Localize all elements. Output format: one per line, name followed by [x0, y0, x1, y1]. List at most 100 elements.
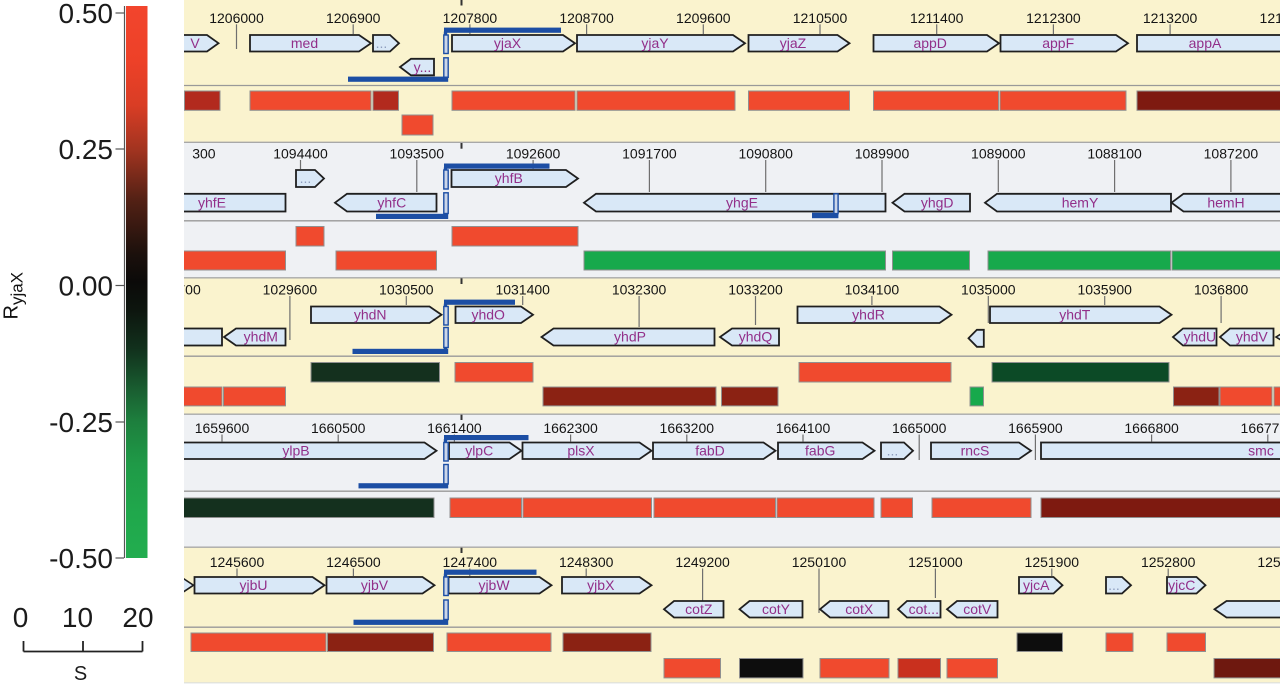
svg-text:yjaY: yjaY	[641, 35, 669, 51]
svg-text:1661400: 1661400	[427, 420, 482, 436]
svg-text:1667700: 1667700	[1241, 420, 1280, 436]
svg-text:1660500: 1660500	[311, 420, 366, 436]
svg-text:1666800: 1666800	[1124, 420, 1179, 436]
svg-text:1251000: 1251000	[908, 554, 963, 570]
svg-text:yhgE: yhgE	[726, 194, 758, 210]
svg-text:10: 10	[62, 602, 93, 633]
svg-text:1665900: 1665900	[1008, 420, 1063, 436]
svg-text:1209600: 1209600	[676, 10, 731, 26]
svg-text:fabD: fabD	[695, 442, 725, 458]
svg-text:yhdU: yhdU	[1183, 329, 1216, 345]
svg-text:1092600: 1092600	[506, 146, 561, 162]
svg-text:yhdQ: yhdQ	[739, 329, 773, 345]
svg-text:1245600: 1245600	[210, 554, 265, 570]
svg-text:yhdO: yhdO	[471, 306, 505, 322]
svg-text:-0.50: -0.50	[49, 543, 113, 574]
svg-text:yjaZ: yjaZ	[780, 35, 807, 51]
svg-text:smc: smc	[1248, 442, 1274, 458]
svg-text:20: 20	[122, 602, 153, 633]
svg-text:1088100: 1088100	[1087, 146, 1142, 162]
svg-text:fabG: fabG	[805, 442, 835, 458]
svg-text:cot...: cot...	[909, 601, 939, 617]
svg-text:yhdP: yhdP	[614, 329, 646, 345]
svg-text:ylpC: ylpC	[465, 442, 493, 458]
svg-text:1208700: 1208700	[559, 10, 614, 26]
svg-text:1250100: 1250100	[792, 554, 847, 570]
svg-text:1247400: 1247400	[443, 554, 498, 570]
svg-text:1252800: 1252800	[1141, 554, 1196, 570]
svg-text:1207800: 1207800	[443, 10, 498, 26]
svg-text:0.50: 0.50	[59, 0, 114, 29]
svg-text:1032300: 1032300	[612, 282, 667, 298]
svg-text:S: S	[74, 663, 87, 685]
svg-text:yhdM: yhdM	[244, 329, 278, 345]
svg-text:appA: appA	[1189, 35, 1222, 51]
svg-text:yjaX: yjaX	[494, 35, 522, 51]
svg-text:0.00: 0.00	[59, 271, 114, 302]
svg-text:0: 0	[13, 602, 29, 633]
svg-text:1665000: 1665000	[892, 420, 947, 436]
svg-text:yhgD: yhgD	[921, 194, 954, 210]
svg-text:1206000: 1206000	[209, 10, 264, 26]
svg-text:1029600: 1029600	[263, 282, 318, 298]
svg-text:V: V	[190, 35, 200, 51]
svg-text:cotY: cotY	[762, 601, 791, 617]
svg-text:0.25: 0.25	[59, 134, 114, 165]
svg-text:med: med	[291, 35, 318, 51]
svg-text:1214100: 1214100	[1260, 10, 1280, 26]
svg-text:yjcC: yjcC	[1168, 577, 1195, 593]
svg-text:yhfB: yhfB	[495, 170, 523, 186]
svg-text:cotV: cotV	[963, 601, 992, 617]
svg-text:1251900: 1251900	[1025, 554, 1080, 570]
svg-text:1034100: 1034100	[845, 282, 900, 298]
svg-text:1664100: 1664100	[776, 420, 831, 436]
svg-text:1094400: 1094400	[273, 146, 328, 162]
svg-text:cotX: cotX	[845, 601, 874, 617]
svg-text:yhdT: yhdT	[1059, 306, 1091, 322]
svg-text:1035900: 1035900	[1077, 282, 1132, 298]
svg-text:1248300: 1248300	[559, 554, 614, 570]
svg-text:rncS: rncS	[961, 442, 990, 458]
svg-text:...: ...	[887, 442, 899, 458]
svg-text:1249200: 1249200	[675, 554, 730, 570]
svg-text:1662300: 1662300	[543, 420, 598, 436]
svg-text:1659600: 1659600	[195, 420, 250, 436]
svg-text:...: ...	[376, 35, 388, 51]
svg-text:yjbU: yjbU	[239, 577, 267, 593]
svg-text:yhfC: yhfC	[377, 194, 406, 210]
svg-text:1663200: 1663200	[660, 420, 715, 436]
svg-text:yhdR: yhdR	[852, 306, 885, 322]
svg-text:y...: y...	[414, 59, 432, 75]
svg-text:300: 300	[192, 146, 216, 162]
svg-text:yhfE: yhfE	[198, 194, 226, 210]
svg-text:1253700: 1253700	[1257, 554, 1280, 570]
svg-text:yhdN: yhdN	[354, 306, 387, 322]
svg-text:appD: appD	[913, 35, 946, 51]
svg-text:1212300: 1212300	[1026, 10, 1081, 26]
svg-text:1028700: 1028700	[146, 282, 201, 298]
svg-text:ylpB: ylpB	[282, 442, 309, 458]
svg-text:...: ...	[1108, 577, 1120, 593]
svg-text:yjcA: yjcA	[1023, 577, 1050, 593]
svg-text:1213200: 1213200	[1143, 10, 1198, 26]
svg-text:1089900: 1089900	[855, 146, 910, 162]
svg-text:yjbV: yjbV	[361, 577, 389, 593]
svg-text:hemY: hemY	[1062, 194, 1099, 210]
svg-text:1033200: 1033200	[728, 282, 783, 298]
svg-text:1031400: 1031400	[495, 282, 550, 298]
svg-text:appF: appF	[1042, 35, 1074, 51]
svg-text:hemH: hemH	[1207, 194, 1244, 210]
svg-text:1091700: 1091700	[622, 146, 677, 162]
svg-text:1036800: 1036800	[1194, 282, 1249, 298]
svg-text:cotZ: cotZ	[685, 601, 713, 617]
svg-text:1030500: 1030500	[379, 282, 434, 298]
svg-text:1087200: 1087200	[1204, 146, 1259, 162]
svg-text:yjbX: yjbX	[587, 577, 615, 593]
svg-text:-0.25: -0.25	[49, 407, 113, 438]
svg-text:1210500: 1210500	[793, 10, 848, 26]
svg-text:1035000: 1035000	[961, 282, 1016, 298]
svg-text:1089000: 1089000	[971, 146, 1026, 162]
svg-text:1090800: 1090800	[738, 146, 793, 162]
svg-text:1246500: 1246500	[326, 554, 381, 570]
svg-text:yjbW: yjbW	[478, 577, 510, 593]
